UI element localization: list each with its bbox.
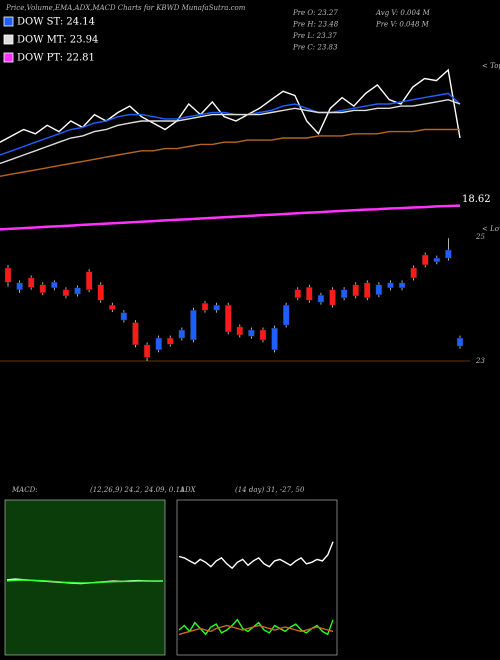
candle-body: [190, 309, 197, 341]
end-label: 18.62: [462, 194, 491, 205]
legend-label: DOW PT: 22.81: [17, 53, 95, 64]
candle-body: [155, 337, 162, 351]
stat: Pre V: 0.048 M: [375, 21, 430, 29]
series-line: [0, 68, 461, 143]
candle-body: [282, 305, 290, 326]
candle-body: [201, 303, 209, 311]
candle-body: [109, 305, 116, 310]
candle-body: [132, 322, 139, 346]
series-line: [178, 541, 334, 570]
candle-body: [51, 282, 58, 289]
candle-body: [410, 267, 417, 279]
legend-swatch: [3, 52, 14, 63]
panel-title: MACD:: [11, 486, 38, 494]
series-line: [0, 204, 461, 231]
candle-body: [422, 254, 429, 266]
candle-body: [39, 284, 46, 293]
legend-swatch: [3, 16, 14, 27]
candle-body: [294, 289, 301, 298]
panel-subtitle: (14 day) 31, -27, 50: [235, 486, 305, 494]
panel-subtitle: (12,26,9) 24.2, 24.09, 0.11: [90, 486, 185, 494]
candle-body: [445, 249, 452, 259]
series-line: [178, 624, 334, 636]
candle-body: [398, 282, 406, 289]
candle-body: [225, 305, 232, 333]
candle-body: [213, 305, 220, 311]
candle-body: [120, 312, 128, 321]
candle-body: [167, 337, 174, 345]
legend-label: DOW MT: 23.94: [17, 35, 98, 46]
candle-body: [317, 295, 325, 303]
legend-label: DOW ST: 24.14: [17, 17, 95, 28]
candle-body: [97, 284, 104, 301]
stat: Pre L: 23.37: [292, 32, 337, 40]
series-line: [0, 98, 461, 165]
candle-body: [178, 329, 186, 339]
candle-body: [62, 289, 70, 297]
y-tick-label: 23: [475, 357, 485, 365]
candle-body: [329, 289, 336, 306]
candle-body: [85, 271, 93, 290]
stat: Avg V: 0.004 M: [375, 9, 431, 17]
series-line: [178, 618, 334, 636]
candle-body: [352, 284, 359, 297]
candle-body: [271, 327, 278, 351]
candle-body: [4, 267, 12, 283]
candle-body: [143, 344, 151, 358]
candle-body: [259, 329, 267, 341]
series-line: [6, 579, 163, 584]
annotation: < Lows: [482, 225, 500, 233]
candle-body: [340, 289, 348, 298]
candle-body: [74, 287, 81, 295]
candle-body: [375, 284, 383, 295]
series-line: [0, 92, 461, 156]
stat: Pre H: 23.48: [292, 21, 339, 29]
y-tick-label: 25: [475, 233, 485, 241]
chart-title: Price,Volume,EMA,ADX,MACD Charts for KBW…: [5, 4, 246, 12]
stat: Pre C: 23.83: [292, 44, 338, 52]
candle-body: [364, 282, 371, 298]
candle-body: [433, 257, 441, 262]
candle-body: [27, 277, 35, 288]
panel: [4, 499, 166, 656]
series-line: [0, 128, 460, 177]
panel-title: ADX: [179, 486, 197, 494]
annotation: < Tops: [482, 62, 500, 70]
candle-body: [387, 282, 394, 289]
candle-body: [456, 337, 464, 347]
candle-body: [236, 326, 243, 336]
candle-body: [16, 282, 23, 290]
candle-body: [248, 329, 255, 337]
stat: Pre O: 23.27: [292, 9, 338, 17]
panel: [176, 499, 338, 656]
candle-body: [306, 287, 313, 301]
legend-swatch: [3, 34, 14, 45]
